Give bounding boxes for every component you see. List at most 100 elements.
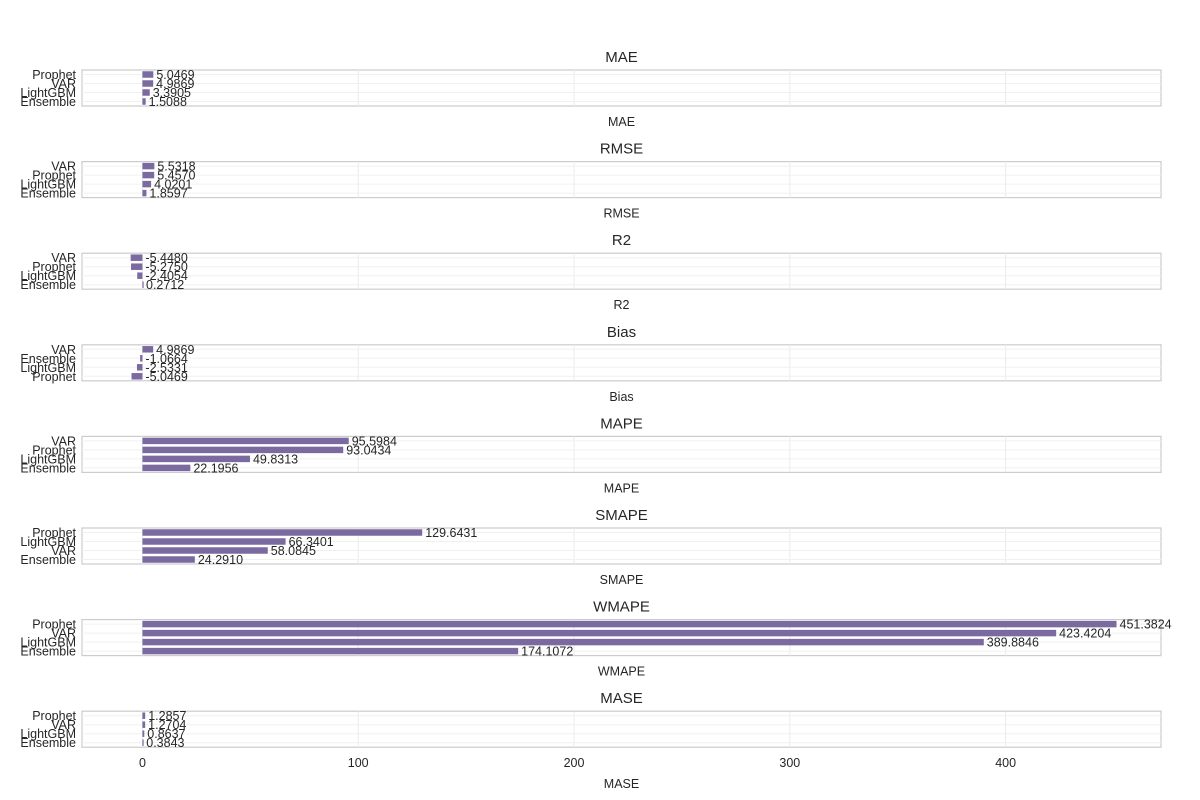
bar bbox=[142, 189, 147, 197]
panel-title: WMAPE bbox=[593, 599, 650, 616]
bar bbox=[142, 730, 145, 737]
category-label: Ensemble bbox=[20, 187, 76, 201]
x-axis-label: R2 bbox=[614, 298, 630, 312]
panel-title: Bias bbox=[607, 324, 636, 341]
value-label: 4.0201 bbox=[154, 178, 192, 192]
value-label: 95.5984 bbox=[352, 434, 397, 448]
bar bbox=[142, 446, 344, 454]
value-label: 5.0469 bbox=[156, 68, 194, 82]
value-label: 22.1956 bbox=[193, 461, 238, 475]
value-label: 0.2712 bbox=[146, 278, 184, 292]
category-label: Ensemble bbox=[20, 461, 76, 475]
value-label: 1.5088 bbox=[149, 95, 187, 109]
bar bbox=[142, 98, 146, 105]
value-label: 5.4570 bbox=[157, 169, 195, 183]
bar bbox=[142, 464, 191, 472]
category-label: Ensemble bbox=[20, 645, 76, 659]
value-label: 423.4204 bbox=[1059, 627, 1111, 641]
panel-title: MAPE bbox=[600, 415, 643, 432]
bar bbox=[142, 162, 155, 170]
value-label: 451.3824 bbox=[1120, 618, 1172, 632]
value-label: 389.8846 bbox=[987, 636, 1039, 650]
category-label: Prophet bbox=[32, 260, 76, 274]
category-label: LightGBM bbox=[20, 452, 76, 466]
bar bbox=[142, 647, 519, 655]
bar bbox=[142, 281, 144, 288]
bar bbox=[136, 364, 143, 371]
value-label: 0.3843 bbox=[146, 736, 184, 750]
category-label: Ensemble bbox=[20, 553, 76, 567]
category-label: Prophet bbox=[32, 443, 76, 457]
category-label: VAR bbox=[51, 251, 76, 265]
bar bbox=[137, 272, 143, 279]
bar bbox=[142, 721, 146, 728]
category-label: LightGBM bbox=[20, 269, 76, 283]
value-label: 1.2857 bbox=[148, 709, 186, 723]
x-axis-label: RMSE bbox=[603, 207, 639, 221]
bar bbox=[142, 538, 286, 545]
category-label: VAR bbox=[51, 434, 76, 448]
value-label: -5.0469 bbox=[145, 370, 187, 384]
category-label: VAR bbox=[51, 718, 76, 732]
bar bbox=[142, 556, 195, 563]
category-label: VAR bbox=[51, 343, 76, 357]
bar bbox=[142, 171, 155, 179]
category-label: Prophet bbox=[32, 709, 76, 723]
axes-frame bbox=[81, 161, 1162, 199]
value-label: 24.2910 bbox=[198, 553, 243, 567]
bar bbox=[142, 455, 250, 463]
x-tick-label: 0 bbox=[139, 756, 146, 770]
value-label: 5.5318 bbox=[157, 160, 195, 174]
bar bbox=[142, 620, 1117, 628]
category-label: Ensemble bbox=[20, 95, 76, 109]
category-label: Ensemble bbox=[20, 278, 76, 292]
bar bbox=[142, 529, 423, 536]
panel-title: SMAPE bbox=[595, 507, 648, 524]
value-label: -2.5331 bbox=[145, 361, 187, 375]
bar bbox=[142, 180, 152, 188]
x-axis-label: MAE bbox=[608, 115, 635, 129]
value-label: 3.3905 bbox=[153, 86, 191, 100]
axes-frame bbox=[81, 252, 1162, 290]
value-label: 174.1072 bbox=[521, 645, 573, 659]
bar bbox=[142, 629, 1057, 637]
value-label: 4.9869 bbox=[156, 77, 194, 91]
panel-title: RMSE bbox=[600, 141, 643, 158]
x-tick-label: 400 bbox=[995, 756, 1016, 770]
bar bbox=[142, 712, 146, 719]
category-label: Prophet bbox=[32, 68, 76, 82]
category-label: Prophet bbox=[32, 169, 76, 183]
bar bbox=[142, 739, 144, 746]
category-label: LightGBM bbox=[20, 86, 76, 100]
x-tick-label: 200 bbox=[564, 756, 585, 770]
value-label: -1.0664 bbox=[145, 352, 187, 366]
bar bbox=[142, 437, 349, 445]
bar bbox=[131, 373, 143, 380]
category-label: LightGBM bbox=[20, 727, 76, 741]
value-label: 129.6431 bbox=[425, 526, 477, 540]
bar bbox=[142, 547, 268, 554]
value-label: 49.8313 bbox=[253, 452, 298, 466]
category-label: LightGBM bbox=[20, 636, 76, 650]
axes-frame bbox=[81, 69, 1162, 107]
category-label: LightGBM bbox=[20, 361, 76, 375]
value-label: 0.8637 bbox=[147, 727, 185, 741]
value-label: -5.2750 bbox=[145, 260, 187, 274]
category-label: Prophet bbox=[32, 618, 76, 632]
axes-frame bbox=[81, 344, 1162, 382]
category-label: VAR bbox=[51, 627, 76, 641]
category-label: VAR bbox=[51, 160, 76, 174]
x-axis-label: MAPE bbox=[604, 481, 639, 495]
x-tick-label: 100 bbox=[348, 756, 369, 770]
bar bbox=[142, 638, 984, 646]
value-label: 1.2704 bbox=[148, 718, 186, 732]
category-label: Prophet bbox=[32, 370, 76, 384]
value-label: 93.0434 bbox=[346, 443, 391, 457]
bar bbox=[131, 263, 143, 270]
bar bbox=[140, 355, 143, 362]
category-label: LightGBM bbox=[20, 535, 76, 549]
bar bbox=[142, 71, 154, 78]
value-label: 4.9869 bbox=[156, 343, 194, 357]
category-label: VAR bbox=[51, 544, 76, 558]
